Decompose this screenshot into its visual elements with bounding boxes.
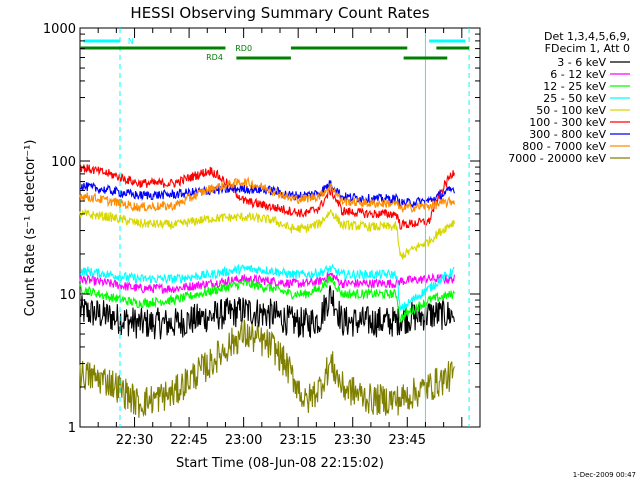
legend-label: 12 - 25 keV xyxy=(543,80,606,93)
marker-layer: N RD0 RD4 xyxy=(80,28,470,427)
series-line-6 xyxy=(79,180,455,209)
x-tick-label: 23:45 xyxy=(389,433,426,448)
legend-label: 6 - 12 keV xyxy=(550,68,606,81)
series-line-3 xyxy=(79,263,455,312)
series-line-1 xyxy=(79,272,455,294)
x-tick-label: 22:30 xyxy=(116,433,153,448)
footer-timestamp: 1-Dec-2009 00:47 xyxy=(573,471,636,479)
series-line-0 xyxy=(79,285,455,340)
series-line-7 xyxy=(79,176,455,213)
attenuator-label-1: RD0 xyxy=(235,44,252,53)
axis-layer: 1 10 100 1000 22:30 22:45 23:00 23:15 23:30 23:45 xyxy=(43,22,481,448)
x-axis-label: Start Time (08-Jun-08 22:15:02) xyxy=(176,456,384,471)
y-tick-label: 1 xyxy=(68,421,76,436)
attenuator-label-2: RD4 xyxy=(206,53,223,62)
legend-label: 3 - 6 keV xyxy=(557,56,606,69)
legend-label: 50 - 100 keV xyxy=(536,104,606,117)
legend-label: 800 - 7000 keV xyxy=(522,140,606,153)
series-line-5 xyxy=(79,164,455,230)
legend-label: 300 - 800 keV xyxy=(529,128,606,141)
legend-header-line: Det 1,3,4,5,6,9, xyxy=(544,30,630,43)
legend-header-line: FDecim 1, Att 0 xyxy=(545,42,630,55)
legend-label: 25 - 50 keV xyxy=(543,92,606,105)
y-axis-label: Count Rate (s⁻¹ detector⁻¹) xyxy=(23,140,38,317)
x-tick-label: 23:30 xyxy=(334,433,371,448)
y-tick-label: 1000 xyxy=(43,22,76,37)
y-tick-label: 100 xyxy=(51,155,76,170)
x-tick-label: 22:45 xyxy=(170,433,207,448)
legend-label: 7000 - 20000 keV xyxy=(508,152,606,165)
series-layer xyxy=(79,164,455,418)
series-line-2 xyxy=(79,275,455,323)
chart-title: HESSI Observing Summary Count Rates xyxy=(130,4,429,22)
x-tick-label: 23:00 xyxy=(225,433,262,448)
attenuator-label-0: N xyxy=(128,37,134,46)
legend-label: 100 - 300 keV xyxy=(529,116,606,129)
legend: Det 1,3,4,5,6,9,FDecim 1, Att 03 - 6 keV… xyxy=(508,30,630,165)
x-tick-label: 23:15 xyxy=(279,433,316,448)
series-line-8 xyxy=(79,319,455,418)
y-tick-label: 10 xyxy=(59,288,76,303)
series-line-4 xyxy=(79,208,455,260)
